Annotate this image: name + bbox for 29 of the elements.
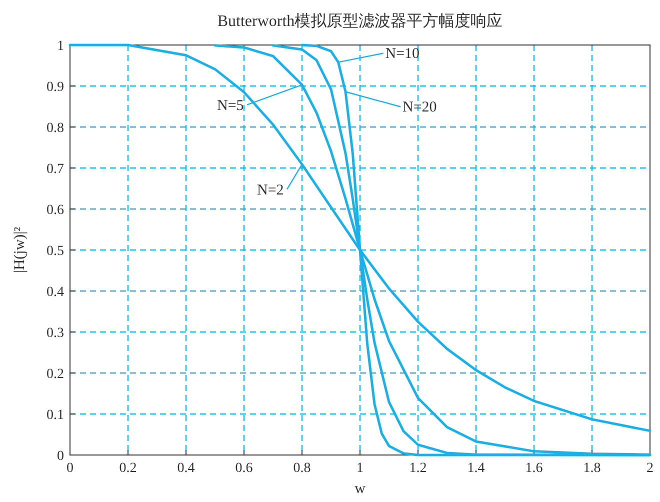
y-tick-label: 0.1 [46,408,64,423]
annotation: N=2 [257,182,284,198]
y-tick-label: 0.5 [46,244,64,259]
chart-title: Butterworth模拟原型滤波器平方幅度响应 [217,12,503,30]
y-tick-label: 0.8 [46,121,64,136]
x-tick-label: 1.4 [467,461,485,476]
x-tick-label: 0.8 [293,461,311,476]
y-tick-label: 0.4 [46,285,64,300]
y-tick-label: 0.2 [46,367,64,382]
x-axis-title: w [354,481,366,497]
annotation: N=5 [217,98,244,114]
x-tick-label: 0 [66,461,74,476]
y-tick-label: 1 [57,39,64,54]
y-axis-title: |H(jw)|² [12,226,28,274]
y-tick-label: 0.6 [46,203,64,218]
x-tick-label: 1 [356,461,364,476]
x-tick-label: 1.6 [525,461,543,476]
y-tick-label: 0.9 [46,80,64,95]
x-tick-label: 1.2 [409,461,427,476]
x-tick-label: 0.4 [177,461,195,476]
x-tick-label: 1.8 [583,461,601,476]
y-tick-label: 0 [57,449,64,464]
y-tick-label: 0.3 [46,326,64,341]
annotation: N=10 [385,46,420,62]
annotation: N=20 [402,100,437,116]
x-tick-label: 0.6 [235,461,253,476]
y-tick-label: 0.7 [46,162,64,177]
x-tick-label: 0.2 [119,461,137,476]
x-tick-label: 2 [646,461,654,476]
